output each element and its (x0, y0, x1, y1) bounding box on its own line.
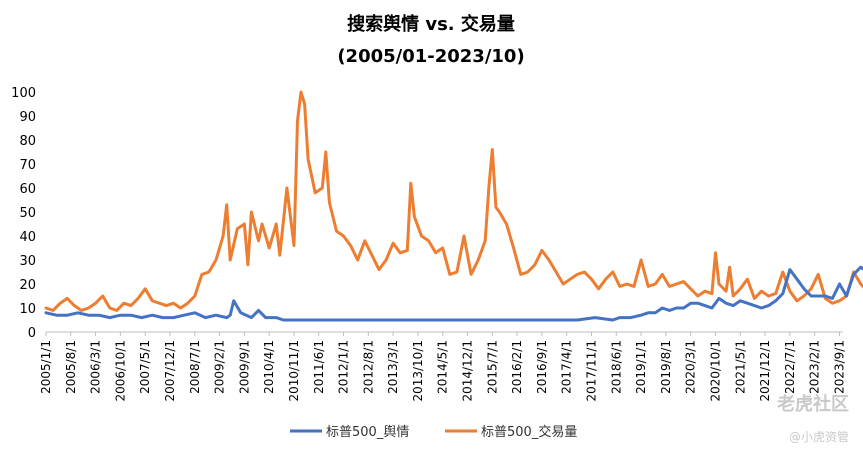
x-tick-label: 2007/12/1 (163, 340, 177, 402)
y-tick-label: 60 (19, 182, 36, 197)
x-tick-label: 2009/9/1 (237, 340, 251, 394)
chart-title: 搜索舆情 vs. 交易量 (347, 13, 515, 35)
x-tick-label: 2020/10/1 (708, 340, 722, 402)
x-tick-label: 2018/6/1 (609, 340, 623, 394)
x-tick-label: 2006/10/1 (113, 340, 127, 402)
x-tick-label: 2008/7/1 (188, 340, 202, 394)
x-tick-label: 2014/5/1 (436, 340, 450, 394)
y-tick-label: 100 (11, 86, 36, 101)
x-tick-label: 2010/11/1 (287, 340, 301, 402)
watermark-handle: @小虎资管 (788, 430, 849, 444)
legend: 标普500_舆情 标普500_交易量 (290, 424, 577, 440)
legend-label-0: 标普500_舆情 (326, 425, 409, 440)
x-tick-label: 2012/8/1 (361, 340, 375, 394)
x-tick-label: 2017/4/1 (560, 340, 574, 394)
x-tick-label: 2019/8/1 (659, 340, 673, 394)
x-tick-label: 2013/10/1 (411, 340, 425, 402)
x-tick-label: 2023/9/1 (832, 340, 846, 394)
y-tick-label: 90 (19, 110, 36, 125)
y-tick-label: 0 (28, 326, 36, 341)
x-tick-label: 2017/11/1 (585, 340, 599, 402)
y-tick-label: 70 (19, 158, 36, 173)
x-tick-label: 2022/7/1 (783, 340, 797, 394)
x-tick-label: 2009/2/1 (213, 340, 227, 394)
y-tick-label: 80 (19, 134, 36, 149)
series-line-0 (44, 265, 863, 322)
x-tick-label: 2014/12/1 (461, 340, 475, 402)
y-tick-label: 40 (19, 230, 36, 245)
x-axis-ticks: 2005/1/1 2005/8/1 2006/3/1 2006/10/1 2007/5/… (39, 332, 846, 402)
x-tick-label: 2012/1/1 (337, 340, 351, 394)
x-tick-label: 2015/7/1 (485, 340, 499, 394)
legend-label-1: 标普500_交易量 (481, 424, 577, 440)
x-tick-label: 2007/5/1 (138, 340, 152, 394)
series-layer (44, 90, 863, 322)
x-tick-label: 2006/3/1 (89, 340, 103, 394)
chart-subtitle: (2005/01-2023/10) (337, 46, 524, 67)
x-tick-label: 2013/3/1 (386, 340, 400, 394)
x-tick-label: 2023/2/1 (808, 340, 822, 394)
y-tick-label: 20 (19, 278, 36, 293)
x-tick-label: 2005/1/1 (39, 340, 53, 394)
watermark-logo: 老虎社区 (777, 394, 849, 415)
x-tick-label: 2019/1/1 (634, 340, 648, 394)
x-tick-label: 2021/12/1 (758, 340, 772, 402)
x-tick-label: 2011/6/1 (312, 340, 326, 394)
x-tick-label: 2016/9/1 (535, 340, 549, 394)
x-tick-label: 2021/5/1 (733, 340, 747, 394)
x-tick-label: 2016/2/1 (510, 340, 524, 394)
y-axis-ticks: 0 10 20 30 40 50 60 70 80 90 100 (11, 86, 36, 341)
series-line-1 (44, 90, 863, 312)
y-tick-label: 50 (19, 206, 36, 221)
x-tick-label: 2020/3/1 (684, 340, 698, 394)
x-tick-label: 2010/4/1 (262, 340, 276, 394)
y-tick-label: 10 (19, 302, 36, 317)
y-tick-label: 30 (19, 254, 36, 269)
x-tick-label: 2005/8/1 (64, 340, 78, 394)
